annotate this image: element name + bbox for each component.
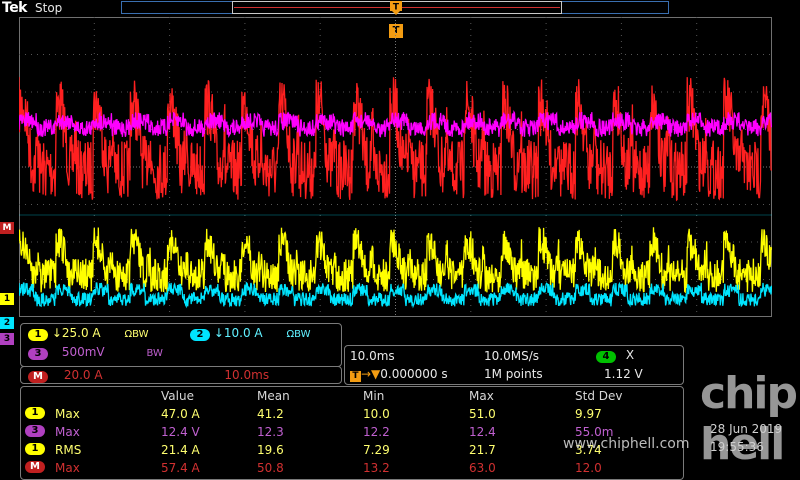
trigger-slope-icon: Ⅹ (625, 348, 635, 362)
channel-3-readout[interactable]: 3 500mV BW (28, 345, 163, 360)
header-std-dev: Std Dev (575, 389, 623, 403)
measurement-max: 12.4 (469, 425, 496, 439)
measurement-badge: 3 (25, 425, 45, 437)
header-min: Min (363, 389, 385, 403)
trigger-source-badge: 4 (596, 351, 616, 363)
channel-1-scale: ↓25.0 A (51, 326, 101, 340)
measurement-min: 12.2 (363, 425, 390, 439)
channel-2-badge: 2 (190, 329, 210, 341)
channel-1-bw-icon: ΩBW (124, 329, 149, 340)
math-readout[interactable]: M 20.0 A 10.0ms (28, 368, 269, 383)
measurement-value: 21.4 A (161, 443, 200, 457)
math-badge: M (28, 371, 48, 383)
trigger-level-readout[interactable]: 1.12 V (604, 367, 643, 381)
measurement-max: 63.0 (469, 461, 496, 475)
measurement-std-dev: 12.0 (575, 461, 602, 475)
measurement-value: 47.0 A (161, 407, 200, 421)
measurement-value: 57.4 A (161, 461, 200, 475)
measurement-max: 21.7 (469, 443, 496, 457)
trigger-source-readout[interactable]: 4 Ⅹ (596, 348, 634, 363)
measurement-row[interactable]: 3 Max 12.4 V 12.3 12.2 12.4 55.0m (21, 425, 685, 441)
trigger-t-icon: T (350, 371, 361, 382)
measurement-badge: M (25, 461, 45, 473)
measurement-min: 10.0 (363, 407, 390, 421)
channel-3-bw-icon: BW (146, 348, 163, 359)
record-length-readout[interactable]: 1M points (484, 367, 543, 381)
measurement-std-dev: 9.97 (575, 407, 602, 421)
measurement-value: 12.4 V (161, 425, 200, 439)
channel-1-badge: 1 (28, 329, 48, 341)
clock-panel: 28 Jun 2019 19:55:36 (686, 422, 796, 458)
measurements-panel[interactable]: Value Mean Min Max Std Dev 1 Max 47.0 A … (20, 386, 684, 480)
measurement-std-dev: 55.0m (575, 425, 614, 439)
measurement-row[interactable]: 1 RMS 21.4 A 19.6 7.29 21.7 3.74 (21, 443, 685, 459)
brand-logo: Tek (2, 0, 28, 16)
header-value: Value (161, 389, 194, 403)
channel-2-ground-marker[interactable]: 2 (0, 317, 14, 329)
measurement-mean: 19.6 (257, 443, 284, 457)
channel-1-readout[interactable]: 1 ↓25.0 A ΩBW (28, 326, 149, 341)
trigger-position-value: 0.000000 s (380, 367, 448, 381)
measurement-row[interactable]: M Max 57.4 A 50.8 13.2 63.0 12.0 (21, 461, 685, 477)
math-ground-marker[interactable]: M (0, 222, 14, 234)
channel-3-waveform (19, 109, 772, 138)
measurement-row[interactable]: 1 Max 47.0 A 41.2 10.0 51.0 9.97 (21, 407, 685, 423)
measurement-mean: 12.3 (257, 425, 284, 439)
timebase-readout[interactable]: 10.0ms (350, 349, 395, 363)
measurement-badge: 1 (25, 407, 45, 419)
measurement-mean: 41.2 (257, 407, 284, 421)
measurement-name: Max (55, 461, 80, 475)
measurements-header: Value Mean Min Max Std Dev (21, 389, 685, 405)
math-waveform (19, 76, 772, 202)
channel-3-scale: 500mV (61, 345, 105, 359)
measurement-min: 13.2 (363, 461, 390, 475)
measurement-mean: 50.8 (257, 461, 284, 475)
channel-2-bw-icon: ΩBW (286, 329, 311, 340)
channel-2-scale: ↓10.0 A (213, 326, 263, 340)
channel-1-ground-marker[interactable]: 1 (0, 293, 14, 305)
math-timebase: 10.0ms (224, 368, 270, 382)
measurement-name: Max (55, 425, 80, 439)
measurement-badge: 1 (25, 443, 45, 455)
trigger-position-icon[interactable]: T (389, 0, 403, 16)
channel-3-badge: 3 (28, 348, 48, 360)
watermark-logo: chip hell (700, 368, 798, 470)
channel-3-ground-marker[interactable]: 3 (0, 333, 14, 345)
math-settings-panel[interactable] (20, 366, 342, 384)
watermark-url: www.chiphell.com (563, 436, 690, 452)
measurement-std-dev: 3.74 (575, 443, 602, 457)
svg-text:T: T (393, 3, 400, 13)
header-mean: Mean (257, 389, 290, 403)
measurement-name: RMS (55, 443, 82, 457)
clock-date: 28 Jun 2019 (710, 422, 783, 436)
header-max: Max (469, 389, 494, 403)
channel-2-readout[interactable]: 2 ↓10.0 A ΩBW (190, 326, 311, 341)
waveform-display[interactable] (19, 17, 772, 317)
clock-time: 19:55:36 (710, 440, 764, 454)
math-scale: 20.0 A (63, 368, 103, 382)
measurement-min: 7.29 (363, 443, 390, 457)
channel-2-waveform (19, 281, 772, 309)
channel-1-waveform (19, 227, 772, 294)
sample-rate-readout[interactable]: 10.0MS/s (484, 349, 539, 363)
measurement-max: 51.0 (469, 407, 496, 421)
acquisition-status[interactable]: Stop (35, 1, 63, 15)
trigger-position-readout[interactable]: T →▼0.000000 s (350, 367, 448, 382)
measurement-name: Max (55, 407, 80, 421)
horizontal-settings-panel[interactable] (344, 345, 684, 385)
trigger-marker[interactable]: T (389, 24, 403, 38)
